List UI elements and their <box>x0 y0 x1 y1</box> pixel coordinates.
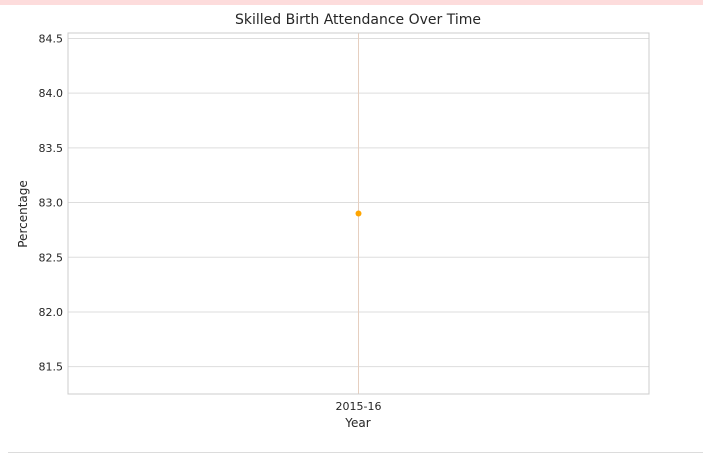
data-points <box>355 210 362 217</box>
x-axis-label: Year <box>344 416 370 430</box>
y-tick-label: 83.0 <box>39 197 64 210</box>
y-tick-labels: 81.5 82.0 82.5 83.0 83.5 84.0 84.5 <box>39 32 64 373</box>
bottom-divider <box>8 452 703 453</box>
y-tick-label: 82.0 <box>39 306 64 319</box>
x-tick-label: 2015-16 <box>336 400 382 413</box>
chart-title: Skilled Birth Attendance Over Time <box>235 12 481 28</box>
y-tick-label: 83.5 <box>39 142 64 155</box>
y-tick-label: 84.0 <box>39 87 64 100</box>
y-tick-label: 81.5 <box>39 361 64 374</box>
axes-frame <box>67 32 650 395</box>
top-strip <box>0 0 703 5</box>
y-tick-label: 84.5 <box>39 32 64 45</box>
y-axis-label: Percentage <box>16 180 30 248</box>
x-tick-labels: 2015-16 <box>336 400 382 413</box>
grid-lines <box>68 33 649 394</box>
y-tick-label: 82.5 <box>39 251 64 264</box>
data-point <box>355 210 362 217</box>
